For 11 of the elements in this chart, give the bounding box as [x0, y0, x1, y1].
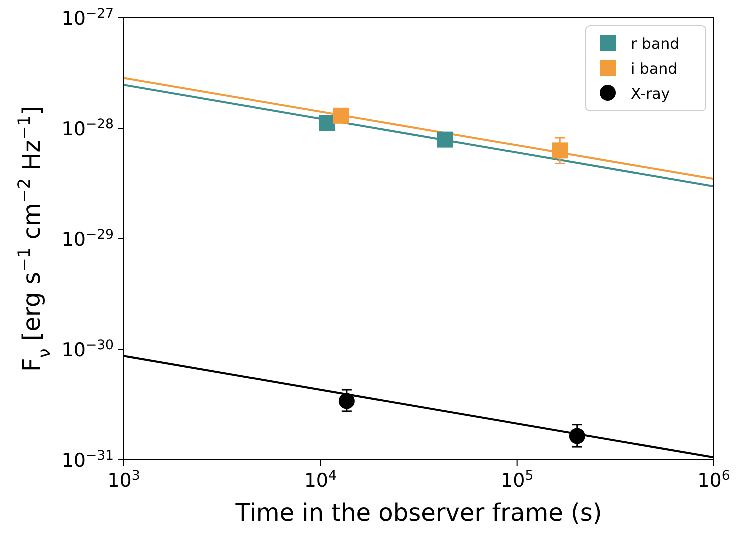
legend-label: i band — [631, 60, 678, 78]
x-axis-title: Time in the observer frame (s) — [234, 499, 602, 527]
x-tick-label: 10$^{5}$ — [501, 468, 534, 492]
x-tick-label: 10$^{6}$ — [698, 468, 730, 492]
x-tick-label: 10$^{4}$ — [304, 468, 337, 492]
legend-label: r band — [631, 35, 680, 53]
y-tick-label: 10$^{−30}$ — [62, 338, 114, 362]
legend-label: X-ray — [631, 85, 670, 103]
y-tick-label: 10$^{−29}$ — [62, 228, 114, 251]
y-tick-label: 10$^{−28}$ — [62, 117, 114, 140]
y-tick-label: 10$^{−27}$ — [62, 6, 114, 30]
